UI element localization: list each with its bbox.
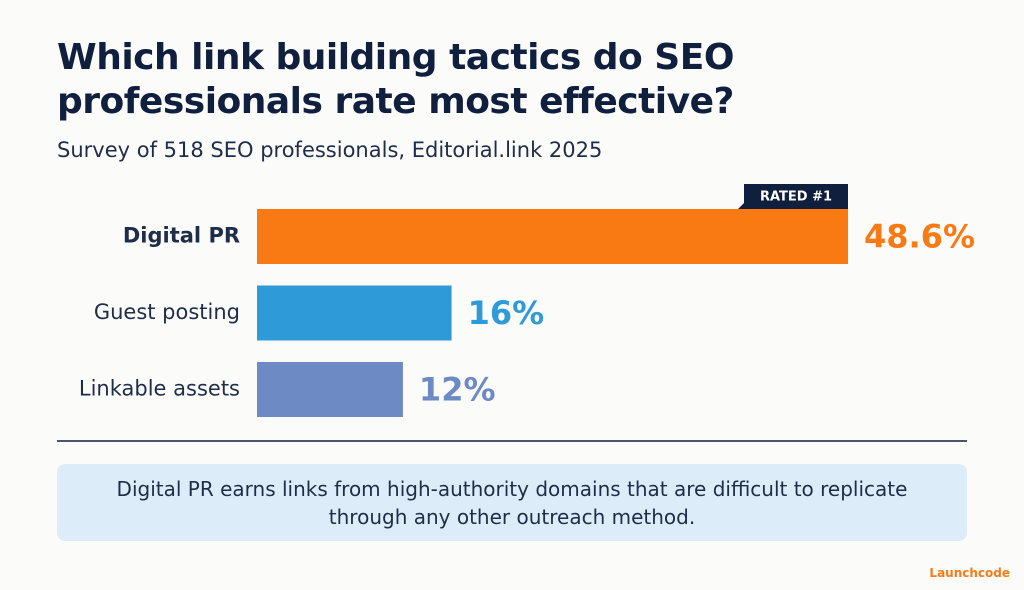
callout-box: Digital PR earns links from high-authori… <box>57 464 967 541</box>
bar <box>257 209 848 264</box>
category-label: Guest posting <box>94 300 240 324</box>
category-label: Linkable assets <box>79 377 240 401</box>
chart-title: Which link building tactics do SEO profe… <box>57 37 734 122</box>
bar <box>257 285 452 341</box>
bar <box>257 362 403 417</box>
category-label: Digital PR <box>123 224 240 248</box>
callout-text: Digital PR earns links from high-authori… <box>116 476 908 529</box>
value-label: 48.6% <box>864 218 975 256</box>
badge <box>738 184 848 209</box>
chart-subtitle: Survey of 518 SEO professionals, Editori… <box>57 138 603 162</box>
badge-label: RATED #1 <box>760 190 832 205</box>
brand: Launchcode <box>929 566 1010 580</box>
value-label: 16% <box>468 294 545 332</box>
value-label: 12% <box>419 371 496 409</box>
